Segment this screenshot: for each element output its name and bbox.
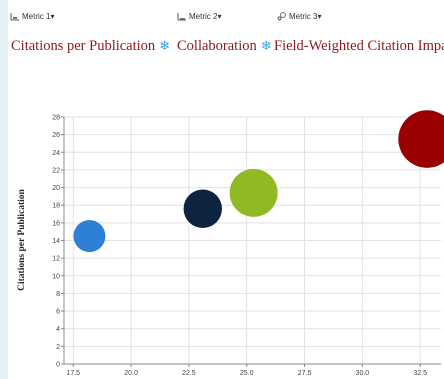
x-tick-label: 30.0 <box>356 370 370 377</box>
bubble-chart-icon <box>277 11 287 21</box>
metric-1-title-text: Citations per Publication <box>11 38 156 54</box>
y-tick-label: 0 <box>56 362 60 369</box>
metric-2-title: Collaboration ❄ <box>177 38 272 55</box>
metric-1-title: Citations per Publication ❄ <box>11 38 170 55</box>
chart-panel: Metric 1▾ Metric 2▾ Metric 3▾ Citations … <box>8 0 444 379</box>
x-tick-label: 20.0 <box>124 370 138 377</box>
y-tick-label: 28 <box>52 115 60 122</box>
x-tick-label: 32.5 <box>413 370 427 377</box>
x-tick-label: 17.5 <box>66 370 80 377</box>
y-tick-label: 6 <box>56 309 60 316</box>
metric-3-title-text: Field-Weighted Citation Impact <box>274 38 444 54</box>
bar-chart-icon <box>10 11 20 21</box>
data-bubble <box>229 168 278 217</box>
y-tick-label: 26 <box>52 132 60 139</box>
y-tick-label: 10 <box>52 273 60 280</box>
data-bubble <box>183 189 222 228</box>
metric-1-dropdown[interactable]: Metric 1▾ <box>10 9 54 23</box>
snowflake-icon[interactable]: ❄ <box>260 39 272 54</box>
x-tick-label: 25.0 <box>240 370 254 377</box>
y-tick-label: 4 <box>56 326 60 333</box>
metric-2-title-text: Collaboration <box>177 38 257 54</box>
metric-2-label: Metric 2▾ <box>189 11 222 21</box>
metric-3-title: Field-Weighted Citation Impact <box>274 38 444 55</box>
data-bubble <box>398 110 444 168</box>
y-tick-label: 24 <box>52 150 60 157</box>
metric-3-label: Metric 3▾ <box>289 11 322 21</box>
y-tick-label: 12 <box>52 256 60 263</box>
y-tick-label: 2 <box>56 344 60 351</box>
metric-1-label: Metric 1▾ <box>22 11 55 21</box>
y-tick-label: 20 <box>52 185 60 192</box>
y-tick-label: 22 <box>52 167 60 174</box>
metric-3-dropdown[interactable]: Metric 3▾ <box>277 9 321 23</box>
data-bubble <box>73 220 106 253</box>
snowflake-icon[interactable]: ❄ <box>159 39 171 54</box>
x-tick-label: 22.5 <box>182 370 196 377</box>
column-chart-icon <box>177 11 187 21</box>
y-tick-label: 16 <box>52 220 60 227</box>
y-tick-label: 8 <box>56 291 60 298</box>
x-tick-label: 27.5 <box>298 370 312 377</box>
y-tick-label: 18 <box>52 203 60 210</box>
metric-2-dropdown[interactable]: Metric 2▾ <box>177 9 221 23</box>
y-tick-label: 14 <box>52 238 60 245</box>
